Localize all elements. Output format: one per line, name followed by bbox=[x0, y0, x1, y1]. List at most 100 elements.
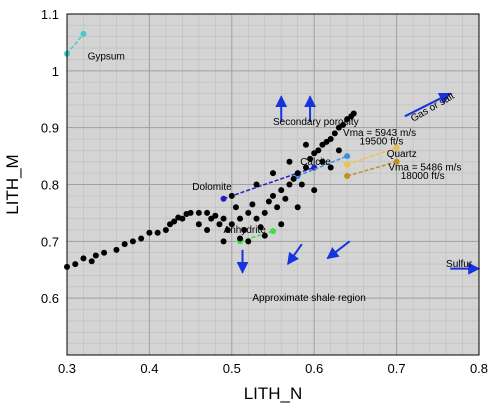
data-point bbox=[253, 215, 260, 222]
data-point bbox=[72, 261, 79, 268]
data-point bbox=[331, 130, 338, 137]
data-point bbox=[88, 258, 95, 265]
data-point bbox=[286, 181, 293, 188]
data-point bbox=[80, 255, 87, 262]
data-point bbox=[302, 141, 309, 148]
data-point bbox=[315, 147, 322, 154]
data-point bbox=[282, 195, 289, 202]
data-point bbox=[290, 175, 297, 182]
x-axis-title: LITH_N bbox=[244, 384, 303, 403]
data-point bbox=[261, 232, 268, 239]
arrow-down-3 bbox=[326, 240, 351, 260]
y-tick-label: 0.6 bbox=[41, 291, 59, 306]
data-point bbox=[232, 204, 239, 211]
data-point bbox=[294, 170, 301, 177]
annotation-vma-19500: 19500 ft/s bbox=[360, 137, 404, 148]
annotation-dolomite: Dolomite bbox=[192, 182, 232, 193]
data-point bbox=[113, 246, 120, 253]
data-point bbox=[228, 221, 235, 228]
data-point bbox=[101, 249, 108, 256]
data-point bbox=[298, 181, 305, 188]
data-point bbox=[278, 221, 285, 228]
annotation-calcite: Calcite bbox=[300, 157, 331, 168]
direction-arrows bbox=[236, 92, 481, 275]
plot-frame bbox=[66, 13, 480, 356]
data-point bbox=[327, 164, 334, 171]
annotation-approximate-shale-region: Approximate shale region bbox=[252, 293, 365, 304]
data-point bbox=[286, 158, 293, 165]
data-point bbox=[257, 224, 264, 231]
data-point bbox=[216, 221, 223, 228]
data-point bbox=[265, 198, 272, 205]
data-point bbox=[294, 204, 301, 211]
data-point bbox=[335, 147, 342, 154]
data-point bbox=[179, 215, 186, 222]
data-point bbox=[204, 209, 211, 216]
y-tick-label: 1 bbox=[52, 64, 59, 79]
mineral-point bbox=[393, 158, 400, 165]
y-tick-label: 0.7 bbox=[41, 234, 59, 249]
mineral-point bbox=[80, 30, 87, 37]
data-point bbox=[171, 218, 178, 225]
data-point bbox=[224, 226, 231, 233]
annotation-secondary-porosity: Secondary porosity bbox=[273, 117, 359, 128]
data-point bbox=[319, 158, 326, 165]
data-point bbox=[92, 252, 99, 259]
mineral-line bbox=[346, 146, 397, 166]
data-point bbox=[228, 192, 235, 199]
annotation-anhydrite: Anhydrite bbox=[224, 225, 267, 236]
data-point bbox=[307, 155, 314, 162]
x-tick-label: 0.6 bbox=[305, 361, 323, 376]
data-point bbox=[195, 209, 202, 216]
data-point bbox=[241, 226, 248, 233]
annotation-vma-5486: Vma = 5486 m/s bbox=[388, 162, 461, 173]
y-tick-labels: 0.6 0.7 0.8 0.9 1 1.1 bbox=[41, 7, 59, 306]
data-point bbox=[245, 209, 252, 216]
mineral-line bbox=[66, 33, 85, 55]
data-point bbox=[253, 181, 260, 188]
data-point bbox=[212, 212, 219, 219]
annotation-gypsum: Gypsum bbox=[88, 51, 125, 62]
annotation-vma-5943: Vma = 5943 m/s bbox=[343, 128, 416, 139]
x-tick-labels: 0.3 0.4 0.5 0.6 0.7 0.8 bbox=[58, 361, 488, 376]
mineral-point bbox=[344, 172, 351, 179]
arrow-down-2 bbox=[287, 243, 303, 266]
data-point bbox=[311, 187, 318, 194]
data-points bbox=[64, 110, 357, 270]
data-point bbox=[261, 209, 268, 216]
mineral-line bbox=[346, 161, 397, 177]
data-point bbox=[327, 136, 334, 143]
x-tick-label: 0.4 bbox=[140, 361, 158, 376]
data-point bbox=[270, 170, 276, 177]
x-tick-label: 0.7 bbox=[388, 361, 406, 376]
x-tick-label: 0.3 bbox=[58, 361, 76, 376]
y-tick-label: 0.8 bbox=[41, 178, 59, 193]
data-point bbox=[237, 215, 244, 222]
data-point bbox=[274, 204, 281, 211]
data-point bbox=[121, 241, 128, 248]
mineral-point bbox=[344, 161, 351, 168]
mineral-point bbox=[220, 195, 227, 202]
data-point bbox=[220, 215, 227, 222]
data-point bbox=[146, 229, 153, 236]
data-point bbox=[129, 238, 136, 245]
data-point bbox=[195, 221, 202, 228]
arrow-gas-salt bbox=[404, 92, 452, 118]
data-point bbox=[154, 229, 161, 236]
data-point bbox=[249, 201, 256, 208]
data-point bbox=[278, 187, 285, 194]
x-tick-label: 0.8 bbox=[470, 361, 488, 376]
mineral-point bbox=[344, 153, 351, 160]
mineral-line bbox=[297, 155, 348, 177]
mineral-point bbox=[393, 144, 400, 151]
data-point bbox=[187, 209, 194, 216]
data-point bbox=[138, 235, 145, 242]
data-point bbox=[302, 164, 309, 171]
annotation-vma-18000: 18000 ft/s bbox=[401, 171, 445, 182]
x-tick-label: 0.5 bbox=[223, 361, 241, 376]
data-point bbox=[162, 226, 169, 233]
data-point bbox=[237, 235, 244, 242]
y-tick-label: 0.9 bbox=[41, 121, 59, 136]
y-axis-title: LITH_M bbox=[3, 154, 22, 214]
